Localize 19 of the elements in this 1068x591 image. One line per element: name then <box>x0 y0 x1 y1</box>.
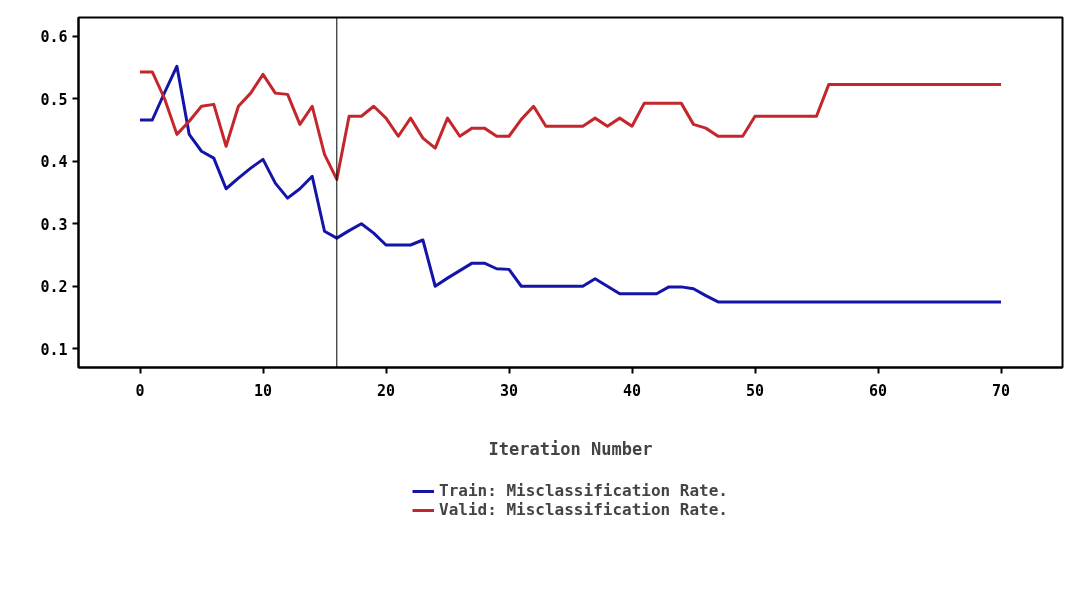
x-tick-label: 50 <box>745 381 765 400</box>
x-tick-label: 20 <box>376 381 396 400</box>
x-tick-label: 10 <box>253 381 273 400</box>
x-axis-title: Iteration Number <box>488 438 653 459</box>
y-tick-label: 0.2 <box>40 278 68 297</box>
legend-label: Train: Misclassification Rate. <box>439 481 728 500</box>
legend-label: Valid: Misclassification Rate. <box>439 500 728 519</box>
x-tick-label: 40 <box>622 381 642 400</box>
x-tick-label: 0 <box>135 381 145 400</box>
y-tick-label: 0.5 <box>40 90 68 109</box>
y-tick-label: 0.4 <box>40 153 68 172</box>
line-series <box>138 70 1003 181</box>
y-tick-label: 0.6 <box>40 28 68 47</box>
x-tick-label: 30 <box>499 381 519 400</box>
y-tick-label: 0.3 <box>40 215 68 234</box>
x-tick-label: 70 <box>991 381 1011 400</box>
line-series <box>138 64 1003 304</box>
x-tick-label: 60 <box>868 381 888 400</box>
y-tick-label: 0.1 <box>40 340 68 359</box>
